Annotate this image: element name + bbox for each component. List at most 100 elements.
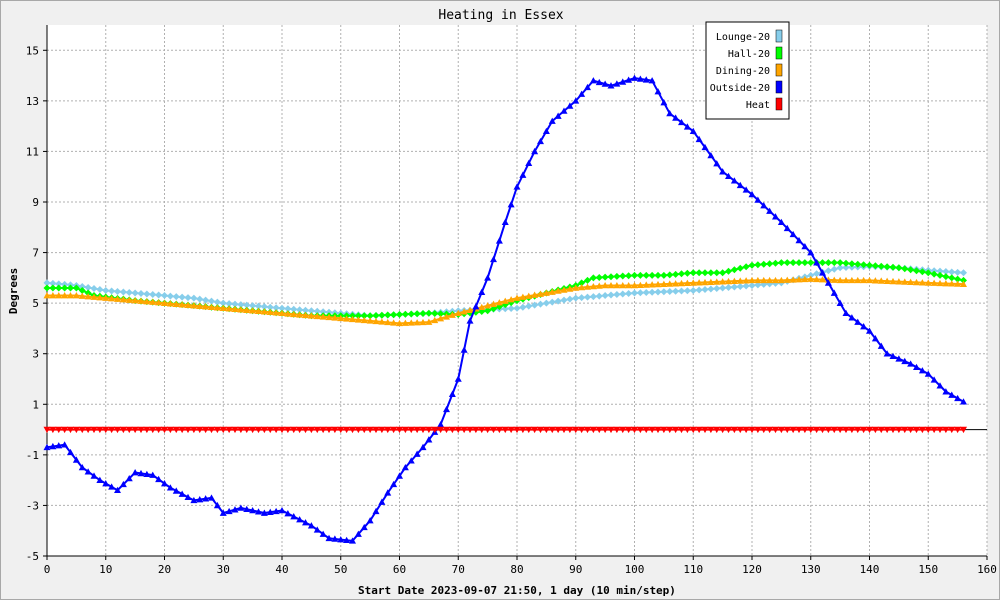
data-point [537, 137, 544, 145]
data-point [102, 287, 110, 294]
data-point [284, 510, 292, 517]
data-point [636, 426, 644, 434]
data-point [360, 312, 368, 320]
data-point [296, 516, 304, 523]
data-point [307, 426, 315, 434]
data-point [760, 202, 768, 209]
data-point [625, 281, 633, 289]
data-point [202, 426, 210, 434]
data-point [278, 426, 286, 434]
data-point [607, 281, 615, 289]
data-point [208, 303, 215, 310]
data-point [824, 267, 832, 275]
data-point [49, 279, 57, 287]
data-point [431, 310, 439, 318]
data-point [55, 442, 63, 449]
data-point [331, 535, 339, 542]
data-point [460, 346, 468, 353]
data-point [114, 426, 121, 434]
data-point [90, 293, 98, 300]
data-point [642, 289, 650, 297]
data-point [948, 391, 956, 398]
data-point [918, 279, 926, 286]
data-point [190, 294, 198, 302]
data-point [178, 301, 186, 308]
data-point [519, 426, 527, 434]
data-point [607, 291, 615, 299]
data-point [478, 426, 486, 434]
data-point [237, 504, 245, 511]
data-point [819, 269, 826, 276]
data-point [325, 308, 333, 316]
data-point [660, 280, 668, 287]
data-point [748, 261, 756, 269]
data-point [72, 426, 80, 434]
data-point [507, 304, 515, 312]
data-point [366, 426, 374, 434]
data-point [396, 472, 403, 479]
data-point [766, 207, 774, 214]
x-tick-label: 90 [569, 563, 582, 576]
data-point [396, 426, 403, 434]
data-point [61, 292, 69, 299]
legend-label-dining-20: Dining-20 [716, 66, 770, 77]
data-point [49, 292, 57, 299]
data-point [707, 426, 715, 434]
data-point [695, 135, 703, 143]
data-point [584, 283, 591, 290]
data-point [672, 287, 680, 295]
x-tick-label: 80 [510, 563, 523, 576]
data-point [542, 299, 550, 307]
data-point [836, 259, 844, 267]
data-point [478, 303, 486, 310]
data-point [589, 274, 597, 282]
data-point [284, 426, 292, 434]
data-point [836, 276, 844, 284]
data-point [372, 507, 380, 515]
data-point [772, 213, 779, 220]
data-point [454, 426, 462, 434]
data-point [354, 426, 362, 434]
data-point [143, 470, 151, 478]
data-point [713, 426, 721, 434]
data-point [689, 269, 697, 277]
data-point [55, 426, 63, 434]
data-point [378, 498, 386, 505]
data-point [666, 288, 674, 296]
data-point [842, 263, 850, 271]
data-point [936, 271, 944, 279]
data-point [96, 294, 104, 301]
data-point [584, 293, 591, 301]
data-point [172, 487, 180, 494]
data-point [384, 311, 392, 319]
data-point [302, 519, 309, 526]
data-point [648, 77, 656, 84]
data-point [807, 271, 815, 279]
data-point [554, 297, 562, 305]
data-point [578, 283, 586, 291]
data-point [936, 267, 944, 275]
y-tick-label: 9 [32, 196, 39, 209]
data-point [237, 301, 245, 309]
series-lines [43, 74, 967, 544]
data-point [325, 426, 333, 434]
data-point [848, 314, 856, 321]
data-point [490, 426, 497, 434]
data-point [877, 426, 885, 434]
data-point [666, 110, 674, 117]
data-point [589, 426, 597, 434]
data-point [325, 313, 333, 321]
data-point [824, 426, 832, 434]
x-tick-label: 100 [625, 563, 645, 576]
data-point [936, 279, 944, 287]
x-tick-label: 120 [742, 563, 762, 576]
data-point [537, 426, 544, 434]
data-point [337, 536, 345, 543]
data-point [889, 277, 897, 285]
data-point [448, 426, 456, 434]
data-point [877, 342, 885, 349]
data-point [125, 289, 133, 297]
data-point [725, 267, 732, 275]
data-point [401, 310, 409, 318]
data-point [137, 469, 145, 477]
